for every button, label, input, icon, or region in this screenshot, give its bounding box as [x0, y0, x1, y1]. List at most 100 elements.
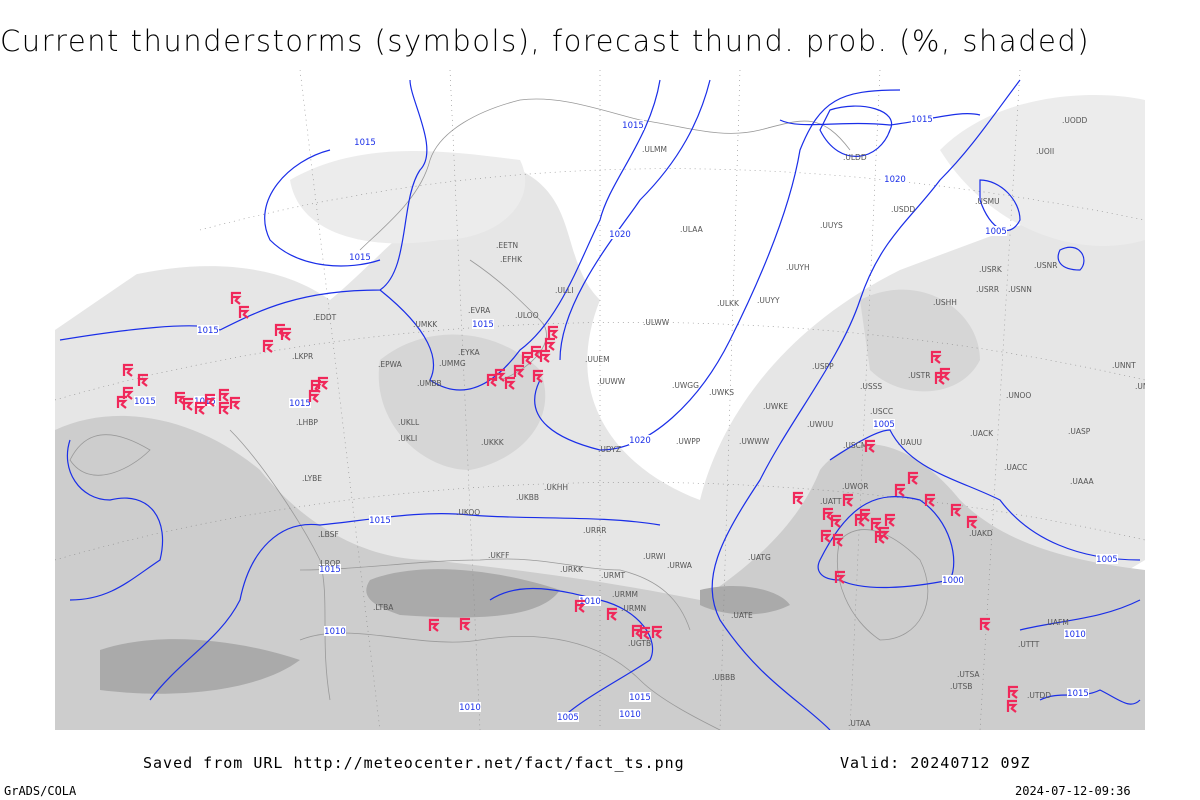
thunderstorm-icon — [864, 439, 876, 453]
thunderstorm-icon — [878, 526, 890, 540]
isobar-label: 1015 — [622, 121, 644, 131]
station-label: .UAAA — [1070, 477, 1095, 486]
thunderstorm-icon — [182, 397, 194, 411]
thunderstorm-icon — [894, 483, 906, 497]
station-label: .ULAA — [680, 225, 704, 234]
isobar-label-bg — [622, 120, 644, 130]
station-label: .URKK — [560, 565, 584, 574]
station-label: .UUYS — [820, 221, 843, 230]
station-label: .UTTT — [1018, 640, 1040, 649]
station-label: .UKFF — [488, 551, 509, 560]
thunderstorm-icon — [547, 325, 559, 339]
thunderstorm-icon — [428, 618, 440, 632]
station-label: .UMBB — [417, 379, 442, 388]
station-label: .UODD — [1062, 116, 1088, 125]
grid-lines — [55, 70, 1145, 730]
isobar-label-bg — [459, 702, 481, 712]
station-label: .UUWW — [597, 377, 626, 386]
thunderstorm-icon — [950, 503, 962, 517]
station-label: .UATT — [820, 497, 842, 506]
saved-from-url: Saved from URL http://meteocenter.net/fa… — [143, 754, 685, 772]
thunderstorm-icon — [229, 396, 241, 410]
probability-shading: 1015 1015 1015 1015 1015 1015 1015 1015 1015 1015… — [55, 70, 1145, 730]
isobar-label-bg — [1096, 554, 1118, 564]
timestamp: 2024-07-12-09:36 — [1015, 784, 1131, 798]
station-label: .UACC — [1004, 463, 1027, 472]
isobar-label: 1015 — [369, 516, 391, 526]
isobar-label-bg — [609, 229, 631, 239]
station-label: .UWGG — [672, 381, 699, 390]
isobar-label: 1020 — [884, 175, 906, 185]
isobar-label: 1015 — [629, 693, 651, 703]
station-label: .LKPR — [292, 352, 313, 361]
station-label: .UGTB — [628, 639, 651, 648]
thunderstorm-icon — [832, 533, 844, 547]
station-label: .USCM — [843, 441, 867, 450]
isobar-label: 1005 — [1096, 555, 1118, 565]
station-label: .UUYY — [757, 296, 780, 305]
isobar-label-bg — [289, 398, 311, 408]
isobar-label-bg — [942, 575, 964, 585]
isobar-label: 1015 — [911, 115, 933, 125]
isobar-label-bg — [884, 174, 906, 184]
thunderstorm-icon — [1006, 699, 1018, 713]
station-label: .UASP — [1068, 427, 1091, 436]
station-label: .UMKK — [413, 320, 438, 329]
thunderstorm-icon — [122, 386, 134, 400]
station-label: .UUEM — [585, 355, 610, 364]
isobar-label: 1015 — [354, 138, 376, 148]
station-label: .UMMG — [439, 359, 466, 368]
isobar-label-bg — [557, 712, 579, 722]
thunderstorm-icon — [204, 393, 216, 407]
station-label: .USTR — [908, 371, 930, 380]
isobar-label: 1015 — [134, 397, 156, 407]
thunderstorm-icon — [544, 337, 556, 351]
station-label: .UBBB — [712, 673, 735, 682]
isobar-label-bg — [629, 435, 651, 445]
station-label: .UWPP — [676, 437, 701, 446]
thunderstorm-icon — [834, 570, 846, 584]
isobar-label: 1005 — [557, 713, 579, 723]
station-label: .USSS — [860, 382, 882, 391]
station-label: .UTDD — [1027, 691, 1051, 700]
station-label: .UTAA — [848, 719, 871, 728]
shade-mid-2 — [378, 289, 980, 470]
isobar-label: 1020 — [609, 230, 631, 240]
station-label: .USDD — [891, 205, 915, 214]
isobars — [59, 79, 1141, 730]
station-label: .UAUU — [898, 438, 922, 447]
thunderstorm-icon — [820, 529, 832, 543]
map-title: Current thunderstorms (symbols), forecas… — [0, 24, 1091, 58]
thunderstorm-icon — [218, 401, 230, 415]
thunderstorm-icon — [280, 327, 292, 341]
thunderstorm-icon — [842, 493, 854, 507]
station-label: .USNN — [1008, 285, 1032, 294]
isobar-label: 1010 — [1064, 630, 1086, 640]
thunderstorm-icon — [907, 471, 919, 485]
isobar-label-bg — [1064, 629, 1086, 639]
station-label: .UKHH — [544, 483, 568, 492]
isobar-label-bg — [134, 396, 156, 406]
credit: GrADS/COLA — [4, 784, 77, 798]
isobar-label-bg — [619, 709, 641, 719]
thunderstorm-icon — [1007, 685, 1019, 699]
station-label: .EDDT — [313, 313, 337, 322]
isobar-label-bg — [873, 419, 895, 429]
station-label: .URMT — [601, 571, 626, 580]
station-label: .UWWW — [739, 437, 770, 446]
station-label: .USMU — [975, 197, 1000, 206]
station-label: .LTBA — [373, 603, 394, 612]
station-label: .ULOO — [515, 311, 539, 320]
station-label: .URWI — [643, 552, 665, 561]
isobar-label-bg — [472, 319, 494, 329]
station-label: .ULDD — [843, 153, 867, 162]
station-label: .UWKS — [709, 388, 734, 397]
station-label: .UWOR — [842, 482, 868, 491]
station-label: .URRR — [583, 526, 607, 535]
isobar-label: 1005 — [985, 227, 1007, 237]
isobar-label-bg — [579, 596, 601, 606]
station-label: .URWA — [667, 561, 693, 570]
station-label: .UAFM — [1045, 618, 1069, 627]
isobar-label: 1015 — [472, 320, 494, 330]
